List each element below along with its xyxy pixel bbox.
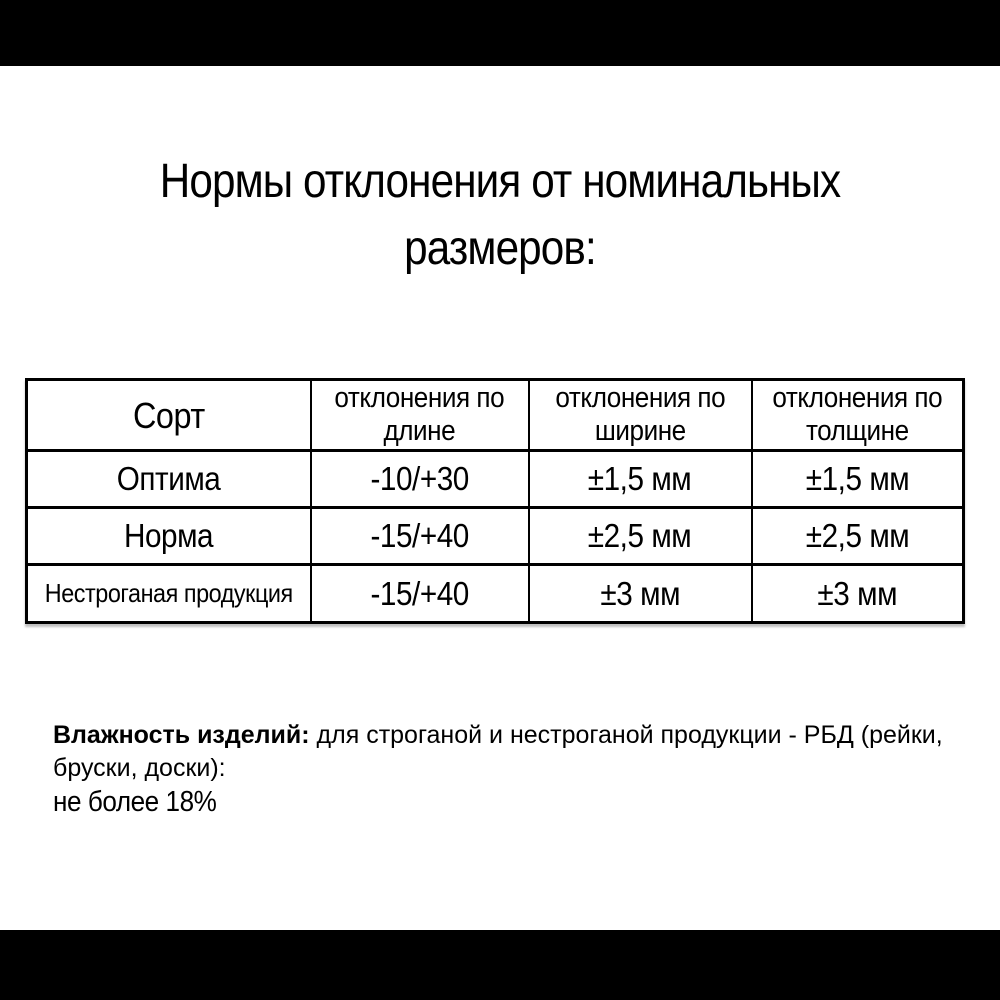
cell-thickness-deviation: ±1,5 мм [750,449,965,509]
column-header-grade: Сорт [25,378,312,452]
humidity-note-limit: не более 18% [53,786,953,819]
cell-length-deviation-value: -15/+40 [370,517,469,554]
cell-grade-value: Норма [124,517,214,554]
column-header-thickness-deviation: отклонения по толщине [750,378,965,452]
letterbox-top-bar [0,0,1000,66]
page-title-line-1: Нормы отклонения от номинальных [159,155,841,208]
column-header-grade-label: Сорт [132,394,205,436]
letterbox-bottom-bar [0,930,1000,1000]
cell-length-deviation-value: -15/+40 [370,574,469,612]
cell-grade-value: Оптима [116,460,221,497]
cell-width-deviation-value: ±3 мм [600,574,680,612]
cell-thickness-deviation-value: ±3 мм [817,574,898,612]
cell-length-deviation: -15/+40 [309,563,530,624]
column-header-width-deviation-label: отклонения по ширине [555,382,725,448]
column-header-length-deviation: отклонения по длине [309,378,530,452]
cell-width-deviation: ±1,5 мм [527,449,753,509]
column-header-thickness-deviation-label: отклонения по толщине [772,382,943,448]
humidity-note-label: Влажность изделий: [53,721,310,749]
humidity-note-limit-value: не более 18% [53,786,217,818]
cell-length-deviation: -10/+30 [309,449,530,509]
cell-grade: Оптима [25,449,312,509]
page-title: Нормы отклонения от номинальных размеров… [0,148,1000,282]
cell-grade-value: Нестроганая продукция [44,578,293,608]
cell-width-deviation: ±3 мм [527,563,753,624]
cell-width-deviation-value: ±2,5 мм [588,517,692,554]
cell-length-deviation-value: -10/+30 [370,460,469,497]
humidity-note: Влажность изделий: для строганой и нестр… [53,719,953,819]
cell-thickness-deviation-value: ±2,5 мм [805,517,910,554]
column-header-length-deviation-label: отклонения по длине [334,382,505,448]
cell-grade: Нестроганая продукция [25,563,312,624]
table-header-row: Сорт отклонения по длине отклонения по ш… [25,378,965,452]
cell-length-deviation: -15/+40 [309,506,530,566]
page-title-line-2: размеров: [404,222,597,275]
column-header-width-deviation: отклонения по ширине [527,378,753,452]
humidity-note-text: для строганой и нестроганой продукции - … [53,721,943,782]
table-row-unplaned-products: Нестроганая продукция -15/+40 ±3 мм ±3 м… [25,563,965,624]
deviation-norms-table: Сорт отклонения по длине отклонения по ш… [25,378,965,624]
table-row-optima: Оптима -10/+30 ±1,5 мм ±1,5 мм [25,449,965,509]
cell-width-deviation-value: ±1,5 мм [588,460,692,497]
table-row-norma: Норма -15/+40 ±2,5 мм ±2,5 мм [25,506,965,566]
cell-width-deviation: ±2,5 мм [527,506,753,566]
cell-thickness-deviation: ±2,5 мм [750,506,965,566]
cell-grade: Норма [25,506,312,566]
cell-thickness-deviation: ±3 мм [750,563,965,624]
cell-thickness-deviation-value: ±1,5 мм [805,460,910,497]
